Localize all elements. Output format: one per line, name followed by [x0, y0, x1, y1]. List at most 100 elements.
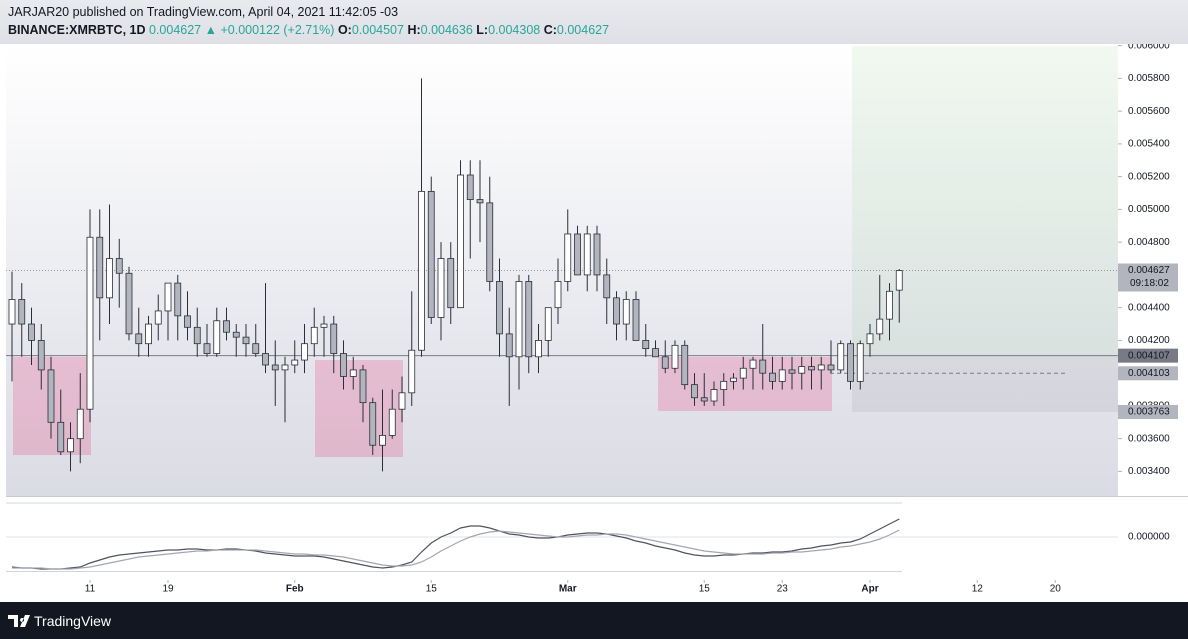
candle-body	[593, 233, 601, 276]
candle-body	[496, 281, 503, 335]
candle-body	[739, 367, 747, 379]
candle-body	[76, 408, 84, 440]
candle-body	[281, 364, 289, 371]
price-tag	[1118, 366, 1178, 381]
footer: TradingView	[0, 602, 1188, 639]
candle-body	[310, 326, 318, 345]
candle-body	[856, 343, 864, 382]
brand: TradingView	[34, 613, 112, 629]
y-tick-label: 0.005400	[1128, 139, 1170, 150]
price-tag	[1118, 404, 1178, 419]
price-axis-bg	[1118, 44, 1188, 602]
y-tick-label: 0.004200	[1128, 335, 1170, 346]
left-margin	[0, 44, 6, 602]
candle-body	[603, 274, 611, 299]
y-tick-label: 0.005600	[1128, 106, 1170, 117]
symbol: BINANCE:XMRBTC, 1D	[8, 23, 146, 37]
y-tick-label: 0.005800	[1128, 73, 1170, 84]
candle-body	[817, 364, 825, 371]
candle-body	[505, 333, 513, 358]
price-tag-label: 0.004103	[1128, 368, 1170, 379]
x-tick-label: 12	[972, 584, 984, 595]
candle-body	[86, 236, 94, 410]
candle-body	[486, 202, 494, 282]
candle-body	[583, 233, 591, 276]
x-tick-label: 15	[426, 584, 438, 595]
change: +0.000122 (+2.71%)	[220, 23, 335, 37]
zone	[315, 360, 403, 457]
candle-body	[193, 326, 201, 345]
candle-body	[340, 353, 347, 377]
o: 0.004507	[351, 23, 404, 37]
candle-body	[408, 349, 416, 394]
candle-body	[554, 281, 562, 309]
candle-body	[710, 389, 718, 402]
candle-body	[18, 299, 26, 325]
y-tick-label: 0.004400	[1128, 302, 1170, 313]
l-label: L:	[476, 23, 489, 37]
layer: 0.0034000.0036000.0038000.0040000.004200…	[6, 44, 1178, 595]
c: 0.004627	[556, 23, 610, 37]
candle-body	[535, 340, 542, 358]
y-tick-label: 0.003600	[1128, 433, 1170, 444]
x-tick-label: 23	[777, 584, 789, 595]
candle-body	[798, 366, 806, 374]
y-tick-label: 0.004800	[1128, 237, 1170, 248]
candle-body	[330, 323, 338, 354]
y-tick-label: 0.005200	[1128, 171, 1170, 182]
price-tag-label: 0.004627	[1128, 265, 1170, 276]
candle-body	[671, 344, 679, 369]
candle-body	[457, 174, 464, 309]
candle-body	[398, 392, 406, 410]
candle-body	[135, 333, 143, 345]
candle-body	[788, 369, 796, 374]
osc-bg	[6, 498, 1118, 578]
candle-body	[301, 343, 308, 361]
candle-body	[213, 320, 221, 354]
candle-body	[291, 359, 299, 366]
candle-body	[242, 336, 250, 345]
candle-body	[418, 190, 425, 351]
candle-body	[632, 299, 640, 341]
candle-body	[700, 397, 708, 402]
candle-body	[67, 438, 74, 453]
candle-body	[8, 299, 16, 325]
x-tick-label: Mar	[559, 584, 577, 595]
osc-line	[11, 518, 900, 570]
candle-body	[223, 320, 230, 333]
candle-body	[145, 323, 152, 345]
candle-body	[57, 421, 65, 453]
price-tag	[1118, 348, 1178, 363]
candle-body	[720, 380, 728, 390]
quote-line: BINANCE:XMRBTC, 1D 0.004627 ▲ +0.000122 …	[8, 23, 609, 37]
candle-body	[203, 343, 211, 354]
candle-body	[544, 307, 552, 341]
osc-line	[12, 529, 900, 570]
candle-body	[613, 297, 620, 325]
candle-body	[379, 435, 386, 446]
candle-body	[447, 258, 455, 309]
o-label: O:	[337, 23, 352, 37]
h: 0.004636	[420, 23, 473, 37]
candle-body	[232, 331, 240, 338]
candle-body	[359, 369, 367, 404]
candle-body	[759, 359, 767, 374]
profit-zone	[852, 46, 1118, 356]
candle-body	[174, 282, 182, 317]
h-label: H:	[407, 23, 421, 37]
candle-body	[349, 369, 357, 377]
candle-body	[515, 281, 523, 358]
candle-body	[28, 323, 35, 341]
candle-body	[37, 340, 45, 371]
chart: 0.0034000.0036000.0038000.0040000.004200…	[0, 44, 1188, 602]
candle-body	[47, 369, 55, 423]
candle-body	[476, 199, 484, 204]
candle-body	[466, 174, 474, 200]
x-tick-label: 15	[699, 584, 711, 595]
candle-body	[574, 233, 581, 276]
price-tag-label: 0.003763	[1128, 407, 1170, 418]
price-tag	[1118, 263, 1178, 292]
candle-body	[184, 315, 191, 328]
candle-body	[866, 333, 874, 345]
